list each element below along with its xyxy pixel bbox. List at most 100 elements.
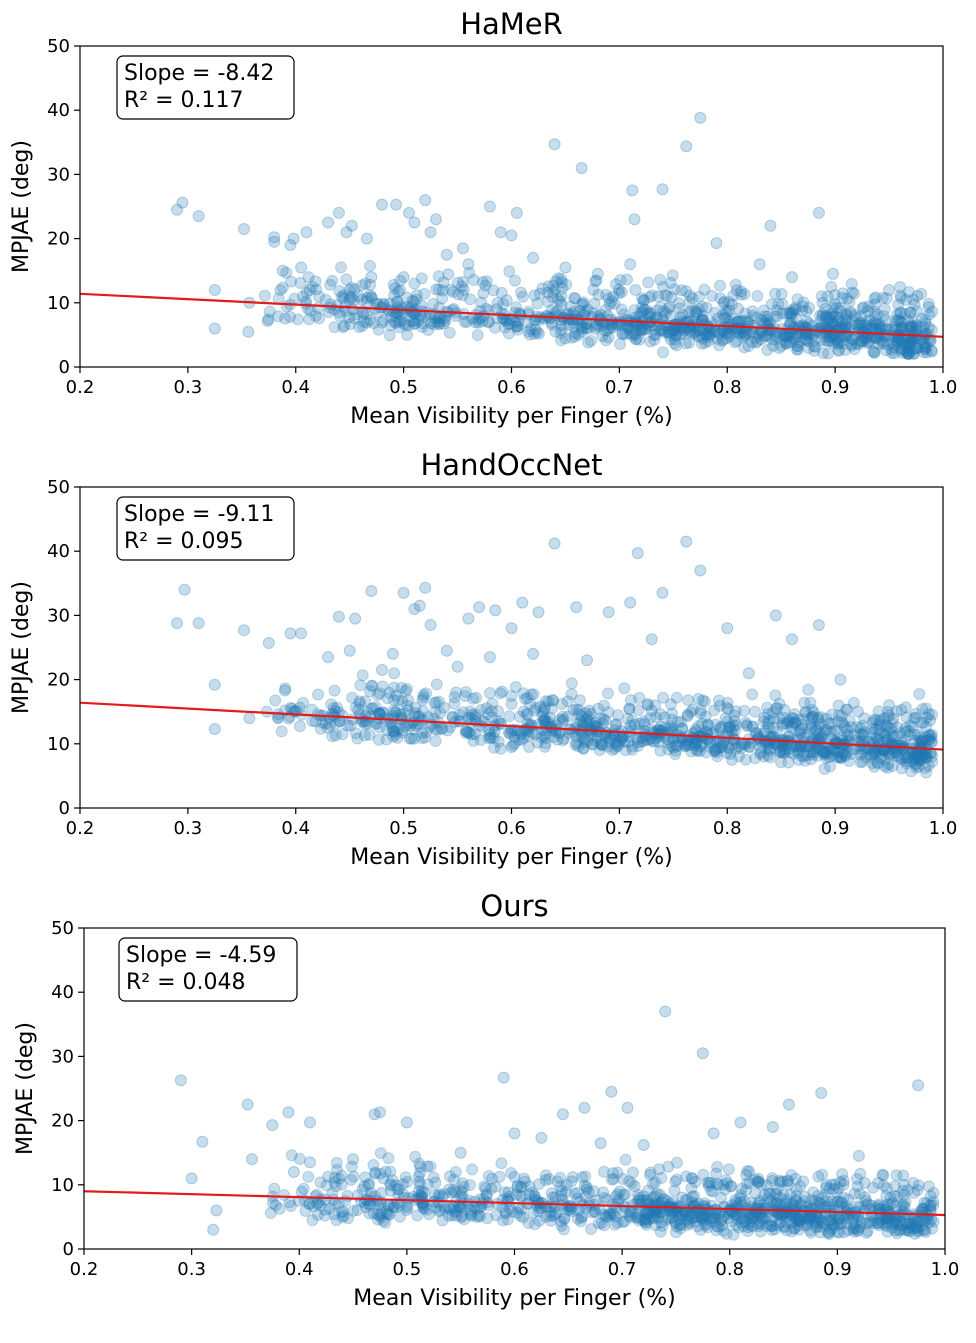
scatter-point (523, 328, 536, 341)
scatter-point (494, 717, 506, 730)
scatter-point (898, 1189, 910, 1201)
scatter-point (580, 1181, 593, 1194)
scatter-point (636, 306, 649, 319)
scatter-point (287, 1166, 300, 1178)
scatter-point (792, 1214, 805, 1226)
scatter-point (464, 705, 477, 718)
scatter-point (814, 1198, 827, 1210)
scatter-point (521, 692, 534, 705)
scatter-point (853, 338, 865, 351)
scatter-point (923, 334, 936, 347)
scatter-point (922, 708, 935, 721)
scatter-point (598, 1165, 610, 1178)
scatter-point (555, 1184, 568, 1197)
scatter-point (630, 1208, 643, 1221)
scatter-point (534, 700, 547, 713)
x-tick-label: 0.3 (177, 1259, 206, 1280)
scatter-point (210, 1204, 223, 1217)
scatter-point (607, 1208, 620, 1221)
scatter-point (683, 336, 696, 349)
scatter-point (367, 1159, 380, 1171)
scatter-point (572, 740, 585, 753)
scatter-point (506, 739, 519, 752)
scatter-point (798, 1211, 811, 1224)
scatter-point (809, 340, 822, 353)
scatter-point (813, 1212, 826, 1225)
scatter-point (700, 1218, 713, 1231)
scatter-point (794, 1197, 807, 1210)
scatter-point (879, 344, 892, 357)
scatter-point (357, 315, 370, 328)
scatter-point (423, 1208, 435, 1221)
scatter-point (743, 1165, 756, 1178)
scatter-point (580, 321, 593, 334)
scatter-point (393, 321, 406, 334)
scatter-point (309, 275, 322, 288)
scatter-point (376, 198, 388, 211)
scatter-point (442, 268, 455, 281)
scatter-point (510, 301, 522, 314)
scatter-point (777, 747, 790, 760)
scatter-point (522, 325, 535, 338)
scatter-point (476, 276, 489, 289)
scatter-point (387, 724, 399, 737)
scatter-point (538, 703, 551, 716)
scatter-point (882, 733, 895, 746)
scatter-point (714, 292, 727, 305)
scatter-point (686, 292, 699, 305)
scatter-point (312, 688, 325, 701)
scatter-point (365, 271, 378, 284)
scatter-point (746, 305, 759, 318)
scatter-point (860, 1199, 873, 1212)
scatter-point (532, 327, 545, 340)
scatter-point (837, 747, 850, 760)
scatter-point (560, 1179, 573, 1192)
scatter-point (782, 714, 795, 727)
scatter-point (826, 1222, 839, 1234)
scatter-point (925, 747, 938, 759)
scatter-point (826, 1218, 839, 1231)
scatter-point (369, 1166, 382, 1179)
scatter-point (882, 709, 895, 722)
scatter-point (354, 697, 367, 710)
scatter-point (571, 1212, 584, 1225)
scatter-point (693, 745, 706, 758)
scatter-point (392, 722, 405, 735)
scatter-point (481, 708, 494, 720)
scatter-point (900, 293, 912, 306)
scatter-point (658, 711, 671, 724)
scatter-point (861, 1197, 874, 1210)
scatter-point (525, 688, 538, 701)
scatter-point (284, 239, 297, 251)
scatter-point (657, 305, 670, 318)
scatter-point (577, 308, 590, 321)
scatter-point (838, 1226, 851, 1239)
scatter-point (299, 1205, 312, 1217)
scatter-point (753, 1194, 766, 1207)
scatter-point (636, 301, 649, 314)
scatter-point (474, 1210, 486, 1223)
scatter-point (854, 748, 867, 761)
scatter-point (655, 1172, 668, 1184)
scatter-point (541, 286, 554, 299)
scatter-point (415, 1185, 428, 1198)
scatter-point (539, 740, 551, 753)
scatter-point (665, 1205, 678, 1218)
scatter-point (637, 294, 650, 307)
scatter-point (865, 750, 877, 763)
scatter-point (789, 1212, 802, 1225)
scatter-point (589, 320, 602, 333)
scatter-point (901, 1221, 914, 1234)
scatter-point (384, 1177, 397, 1190)
scatter-point (771, 1219, 784, 1232)
scatter-point (926, 708, 938, 721)
scatter-point (412, 1170, 425, 1183)
scatter-point (556, 710, 569, 723)
scatter-point (456, 1209, 468, 1222)
scatter-point (866, 320, 879, 332)
scatter-point (171, 617, 184, 630)
scatter-point (491, 1197, 504, 1210)
scatter-point (555, 1189, 568, 1202)
x-tick-label: 0.5 (389, 818, 418, 839)
scatter-point (258, 289, 271, 302)
